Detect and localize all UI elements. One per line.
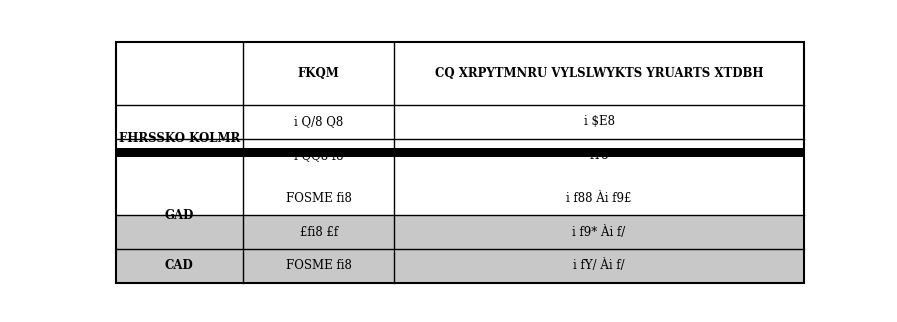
Text: GAD: GAD (164, 209, 194, 222)
FancyBboxPatch shape (116, 249, 804, 283)
Text: FKQM: FKQM (298, 67, 339, 80)
Text: i QQ8 f8: i QQ8 f8 (294, 149, 344, 162)
Text: FOSME fi8: FOSME fi8 (285, 192, 352, 205)
FancyBboxPatch shape (116, 215, 804, 249)
Text: £fi8 £f: £fi8 £f (300, 226, 337, 239)
Text: i f88 Ài f9£: i f88 Ài f9£ (566, 192, 631, 205)
Text: FOSME fi8: FOSME fi8 (285, 260, 352, 272)
Text: i fY/ Ài f/: i fY/ Ài f/ (573, 260, 625, 272)
Text: CAD: CAD (165, 260, 194, 272)
FancyBboxPatch shape (116, 43, 804, 283)
FancyBboxPatch shape (116, 148, 804, 157)
Text: i Q/8 Q8: i Q/8 Q8 (294, 115, 344, 128)
Text: CQ XRPYTMNRU VYLSLWYKTS YRUARTS XTDBH: CQ XRPYTMNRU VYLSLWYKTS YRUARTS XTDBH (435, 67, 763, 80)
Text: FHRSSKO KOLMR: FHRSSKO KOLMR (118, 132, 239, 145)
Text: fY8: fY8 (589, 149, 609, 162)
Text: i f9* Ài f/: i f9* Ài f/ (572, 226, 626, 239)
Text: i $E8: i $E8 (584, 115, 614, 128)
